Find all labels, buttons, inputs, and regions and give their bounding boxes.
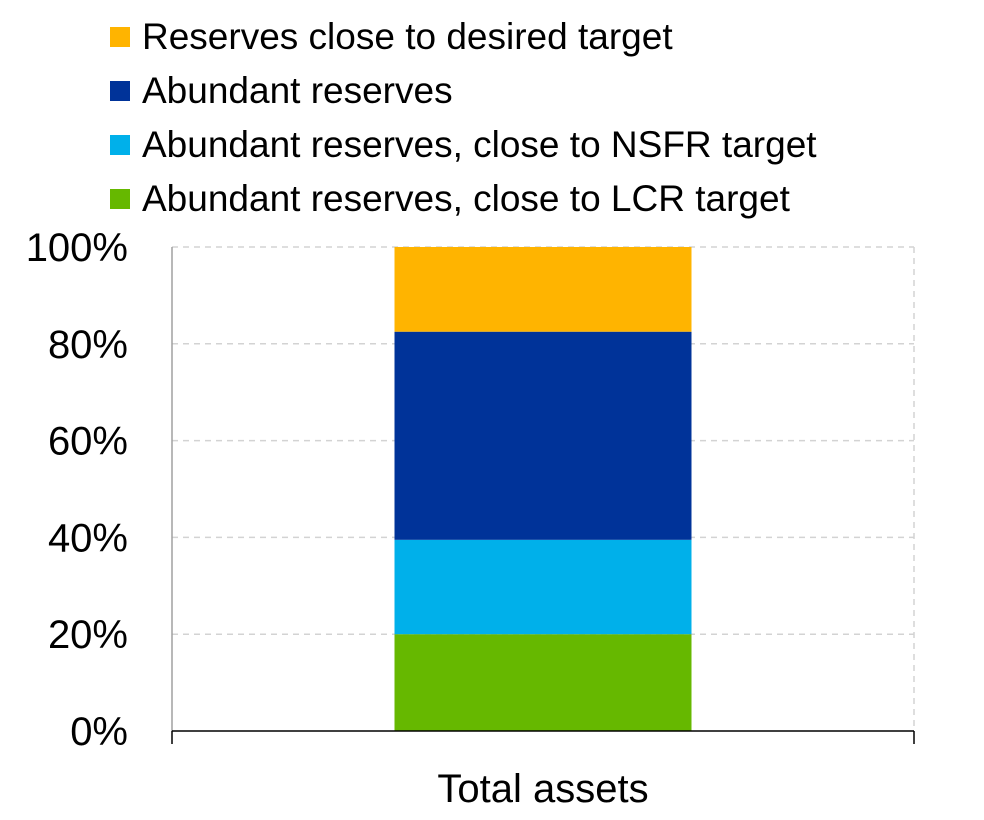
legend-swatch bbox=[110, 27, 130, 47]
y-tick-label: 0% bbox=[70, 710, 128, 754]
legend-swatch bbox=[110, 135, 130, 155]
y-tick-label: 40% bbox=[48, 516, 128, 560]
legend-label: Abundant reserves bbox=[142, 70, 453, 111]
bar-segment bbox=[394, 331, 692, 540]
bar-segment bbox=[394, 247, 692, 332]
y-tick-label: 20% bbox=[48, 613, 128, 657]
y-tick-label: 80% bbox=[48, 323, 128, 367]
legend-item-abundant-reserves-lcr: Abundant reserves, close to LCR target bbox=[110, 172, 817, 226]
legend: Reserves close to desired target Abundan… bbox=[110, 10, 817, 226]
legend-swatch bbox=[110, 189, 130, 209]
legend-label: Reserves close to desired target bbox=[142, 16, 673, 57]
y-tick-label: 100% bbox=[26, 226, 128, 270]
legend-label: Abundant reserves, close to LCR target bbox=[142, 178, 790, 219]
legend-swatch bbox=[110, 81, 130, 101]
y-tick-label: 60% bbox=[48, 420, 128, 464]
legend-label: Abundant reserves, close to NSFR target bbox=[142, 124, 817, 165]
legend-item-abundant-reserves: Abundant reserves bbox=[110, 64, 817, 118]
legend-item-abundant-reserves-nsfr: Abundant reserves, close to NSFR target bbox=[110, 118, 817, 172]
x-tick-label: Total assets bbox=[437, 767, 648, 811]
bar-segment bbox=[394, 634, 692, 731]
legend-item-reserves-close-to-desired-target: Reserves close to desired target bbox=[110, 10, 817, 64]
bar-segment bbox=[394, 539, 692, 635]
